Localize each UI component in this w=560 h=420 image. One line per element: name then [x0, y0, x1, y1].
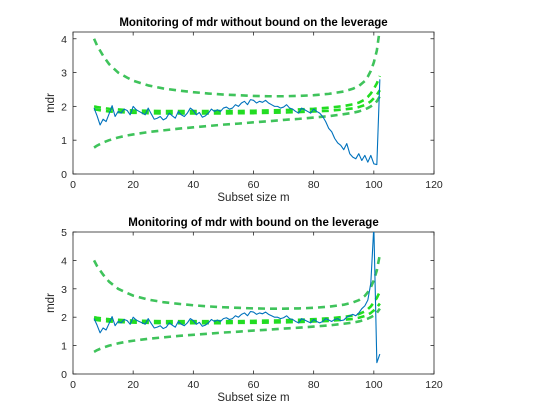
y-tick-label: 1	[61, 341, 67, 353]
series-group	[92, 232, 382, 364]
x-tick-label: 100	[365, 379, 383, 391]
y-tick-label: 0	[61, 369, 67, 381]
x-axis-label: Subset size m	[217, 192, 289, 204]
envelope-outer-lower-line	[93, 95, 381, 149]
y-tick-label: 2	[61, 312, 67, 324]
envelope-inner-lower-line	[93, 89, 381, 115]
x-tick-label: 20	[127, 379, 139, 391]
x-axis-label: Subset size m	[217, 392, 289, 404]
x-tick-label: 80	[308, 379, 320, 391]
x-tick-label: 120	[425, 379, 443, 391]
x-tick-label: 60	[248, 379, 260, 391]
y-tick-label: 0	[61, 169, 67, 181]
x-tick-label: 100	[365, 179, 383, 191]
x-tick-label: 0	[70, 179, 76, 191]
monitoring-line	[93, 79, 381, 166]
envelope-inner-lower-line	[93, 302, 381, 325]
plot-area	[72, 231, 435, 375]
x-tick-label: 60	[248, 179, 260, 191]
y-tick-label: 3	[61, 284, 67, 296]
subplot-bottom: 0 20 40 60 80 100 120 0 1 2 3 4 5 Monitoring of mdr w…	[45, 217, 443, 404]
envelope-outer-upper-line	[92, 254, 382, 310]
x-tick-label: 120	[425, 179, 443, 191]
envelope-outer-lower-line	[93, 307, 381, 353]
x-tick-label: 0	[70, 379, 76, 391]
subplot-top: 0 20 40 60 80 100 120 0 1 2 3 4 Monitoring of mdr wi…	[45, 17, 443, 204]
envelope-outer-upper-line	[92, 32, 381, 98]
y-axis-label: mdr	[45, 293, 57, 313]
plot-area	[72, 31, 435, 175]
chart-title: Monitoring of mdr without bound on the l…	[119, 17, 387, 29]
y-tick-label: 3	[61, 68, 67, 80]
y-tick-label: 4	[61, 255, 67, 267]
x-tick-label: 40	[187, 179, 199, 191]
y-tick-label: 5	[61, 227, 67, 239]
x-tick-label: 20	[127, 179, 139, 191]
chart-title: Monitoring of mdr with bound on the leve…	[128, 217, 378, 229]
monitoring-line	[93, 232, 381, 364]
series-group	[92, 32, 382, 166]
x-tick-label: 40	[187, 379, 199, 391]
x-tick-label: 80	[308, 179, 320, 191]
y-tick-label: 1	[61, 135, 67, 147]
y-axis-label: mdr	[45, 93, 57, 113]
y-tick-label: 2	[61, 101, 67, 113]
y-tick-label: 4	[61, 34, 67, 46]
